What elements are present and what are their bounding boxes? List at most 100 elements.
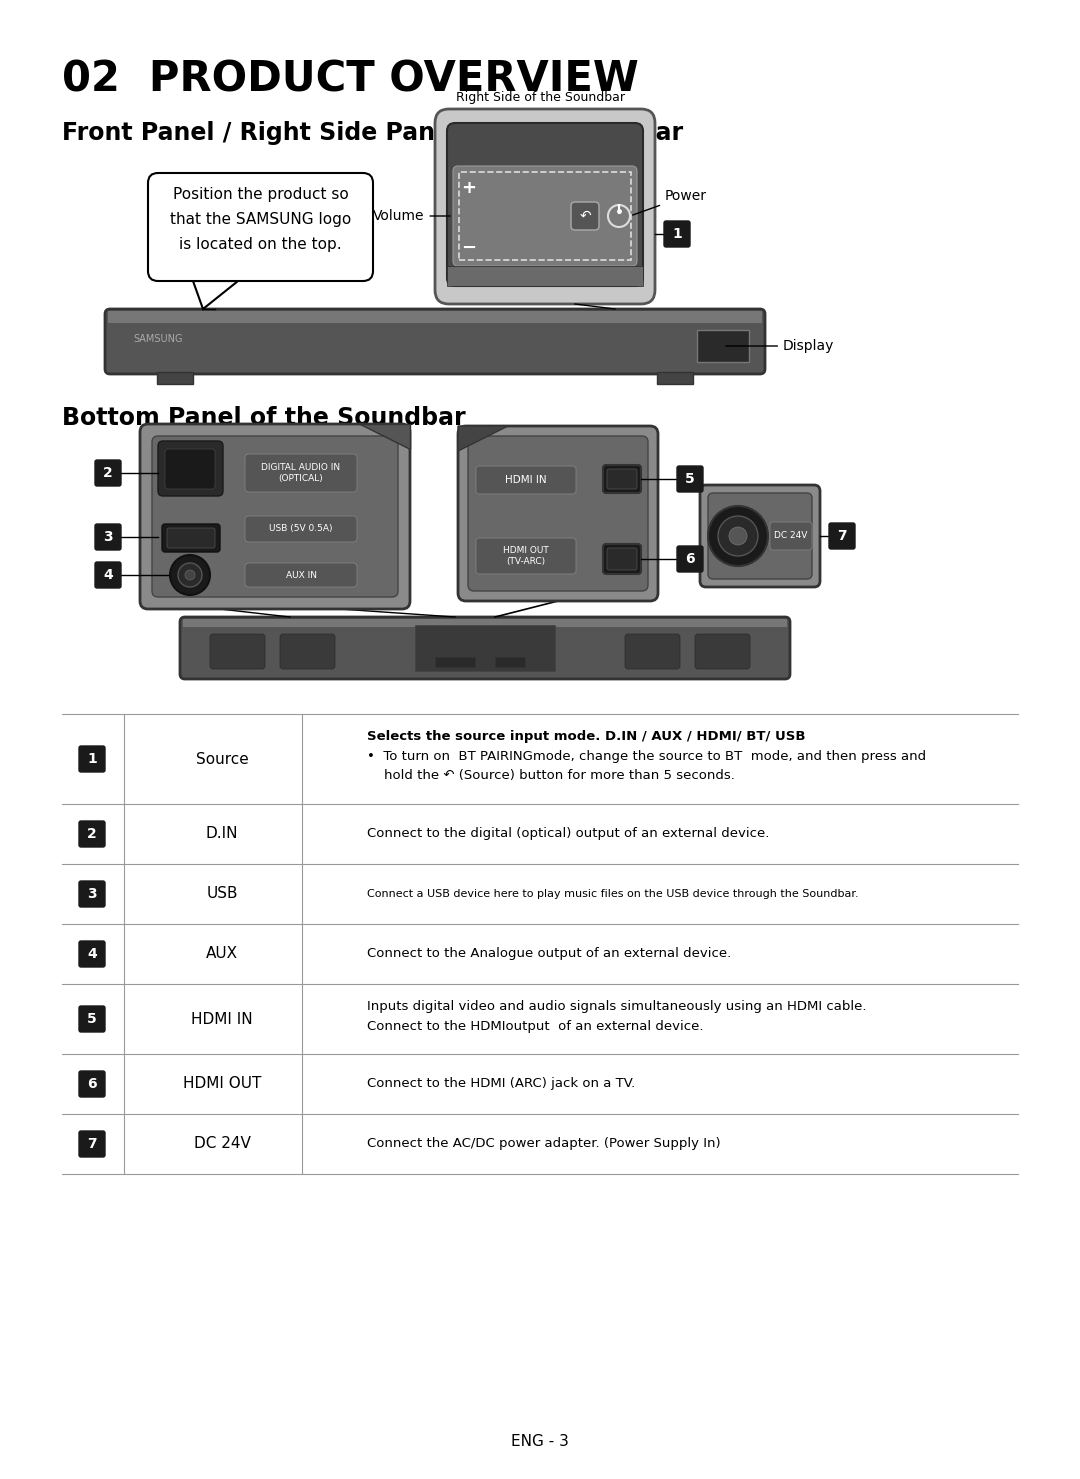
FancyBboxPatch shape — [165, 450, 215, 490]
Polygon shape — [193, 281, 238, 309]
Text: ENG - 3: ENG - 3 — [511, 1433, 569, 1448]
Text: 4: 4 — [103, 568, 113, 583]
Bar — [697, 330, 750, 362]
Text: Connect the AC/DC power adapter. (Power Supply In): Connect the AC/DC power adapter. (Power … — [367, 1137, 720, 1151]
Text: Source: Source — [195, 751, 248, 766]
Text: USB: USB — [206, 886, 238, 902]
Text: Power: Power — [633, 189, 707, 214]
Text: Connect to the Analogue output of an external device.: Connect to the Analogue output of an ext… — [367, 948, 731, 960]
FancyBboxPatch shape — [158, 441, 222, 495]
Text: USB (5V 0.5A): USB (5V 0.5A) — [269, 525, 333, 534]
Text: 2: 2 — [87, 827, 97, 842]
Bar — [459, 172, 631, 260]
Text: 3: 3 — [104, 529, 112, 544]
Text: 7: 7 — [837, 529, 847, 543]
FancyBboxPatch shape — [245, 454, 357, 493]
Text: ↶: ↶ — [579, 209, 591, 223]
FancyBboxPatch shape — [180, 617, 789, 679]
Circle shape — [185, 569, 195, 580]
FancyBboxPatch shape — [79, 745, 105, 772]
Text: 02  PRODUCT OVERVIEW: 02 PRODUCT OVERVIEW — [62, 59, 638, 101]
Circle shape — [170, 555, 210, 595]
FancyBboxPatch shape — [696, 634, 750, 669]
Text: 5: 5 — [87, 1012, 97, 1026]
FancyBboxPatch shape — [708, 493, 812, 578]
Bar — [415, 626, 555, 671]
Text: 6: 6 — [685, 552, 694, 566]
FancyBboxPatch shape — [607, 549, 637, 569]
FancyBboxPatch shape — [79, 1131, 105, 1157]
Circle shape — [718, 516, 758, 556]
FancyBboxPatch shape — [458, 426, 658, 600]
FancyBboxPatch shape — [625, 634, 680, 669]
Text: Bottom Panel of the Soundbar: Bottom Panel of the Soundbar — [62, 407, 465, 430]
FancyBboxPatch shape — [79, 941, 105, 967]
Text: 2: 2 — [103, 466, 113, 481]
FancyBboxPatch shape — [105, 309, 765, 374]
Text: SAMSUNG: SAMSUNG — [133, 334, 183, 345]
Text: +: + — [461, 179, 476, 197]
FancyBboxPatch shape — [700, 485, 820, 587]
Text: Selects the source input mode. D.IN / AUX / HDMI/ BT/ USB: Selects the source input mode. D.IN / AU… — [367, 731, 806, 742]
FancyBboxPatch shape — [435, 109, 654, 305]
Text: 1: 1 — [672, 226, 681, 241]
FancyBboxPatch shape — [79, 881, 105, 907]
FancyBboxPatch shape — [829, 524, 855, 549]
Text: 3: 3 — [87, 887, 97, 901]
Text: DC 24V: DC 24V — [774, 531, 808, 540]
FancyBboxPatch shape — [664, 220, 690, 247]
Circle shape — [178, 563, 202, 587]
FancyBboxPatch shape — [607, 469, 637, 490]
Polygon shape — [360, 424, 410, 450]
Text: Position the product so
that the SAMSUNG logo
is located on the top.: Position the product so that the SAMSUNG… — [170, 186, 351, 253]
FancyBboxPatch shape — [167, 528, 215, 549]
Bar — [495, 657, 525, 667]
Text: D.IN: D.IN — [206, 827, 239, 842]
FancyBboxPatch shape — [148, 173, 373, 281]
Text: Right Side of the Soundbar: Right Side of the Soundbar — [456, 92, 624, 104]
FancyBboxPatch shape — [95, 524, 121, 550]
Text: AUX: AUX — [206, 947, 238, 961]
FancyBboxPatch shape — [447, 123, 643, 285]
Text: Connect to the HDMIoutput  of an external device.: Connect to the HDMIoutput of an external… — [367, 1021, 703, 1032]
Text: Display: Display — [726, 339, 835, 353]
Circle shape — [729, 527, 747, 544]
Text: Inputs digital video and audio signals simultaneously using an HDMI cable.: Inputs digital video and audio signals s… — [367, 1000, 866, 1013]
FancyBboxPatch shape — [210, 634, 265, 669]
Text: HDMI IN: HDMI IN — [505, 475, 546, 485]
Text: −: − — [461, 240, 476, 257]
Text: HDMI OUT: HDMI OUT — [183, 1077, 261, 1092]
Polygon shape — [458, 426, 508, 451]
Bar — [447, 266, 643, 285]
Circle shape — [708, 506, 768, 566]
Text: AUX IN: AUX IN — [285, 571, 316, 580]
Text: DC 24V: DC 24V — [193, 1136, 251, 1152]
Text: HDMI IN: HDMI IN — [191, 1012, 253, 1026]
FancyBboxPatch shape — [770, 522, 812, 550]
Bar — [157, 373, 193, 385]
Text: 7: 7 — [87, 1137, 97, 1151]
Bar — [435, 657, 475, 667]
FancyBboxPatch shape — [152, 436, 399, 598]
FancyBboxPatch shape — [677, 466, 703, 493]
FancyBboxPatch shape — [468, 436, 648, 592]
Text: •  To turn on  BT PAIRINGmode, change the source to BT  mode, and then press and: • To turn on BT PAIRINGmode, change the … — [367, 750, 927, 763]
FancyBboxPatch shape — [95, 460, 121, 487]
Text: HDMI OUT
(TV-ARC): HDMI OUT (TV-ARC) — [503, 546, 549, 566]
Text: 6: 6 — [87, 1077, 97, 1092]
Bar — [183, 620, 787, 627]
FancyBboxPatch shape — [79, 1071, 105, 1097]
FancyBboxPatch shape — [476, 466, 576, 494]
FancyBboxPatch shape — [162, 524, 220, 552]
Text: Connect to the HDMI (ARC) jack on a TV.: Connect to the HDMI (ARC) jack on a TV. — [367, 1078, 635, 1090]
FancyBboxPatch shape — [79, 1006, 105, 1032]
FancyBboxPatch shape — [245, 516, 357, 541]
Text: DIGITAL AUDIO IN
(OPTICAL): DIGITAL AUDIO IN (OPTICAL) — [261, 463, 340, 484]
Text: 1: 1 — [87, 751, 97, 766]
FancyBboxPatch shape — [677, 546, 703, 572]
Text: Connect a USB device here to play music files on the USB device through the Soun: Connect a USB device here to play music … — [367, 889, 859, 899]
Text: Volume: Volume — [373, 209, 450, 223]
FancyBboxPatch shape — [476, 538, 576, 574]
FancyBboxPatch shape — [245, 563, 357, 587]
FancyBboxPatch shape — [280, 634, 335, 669]
